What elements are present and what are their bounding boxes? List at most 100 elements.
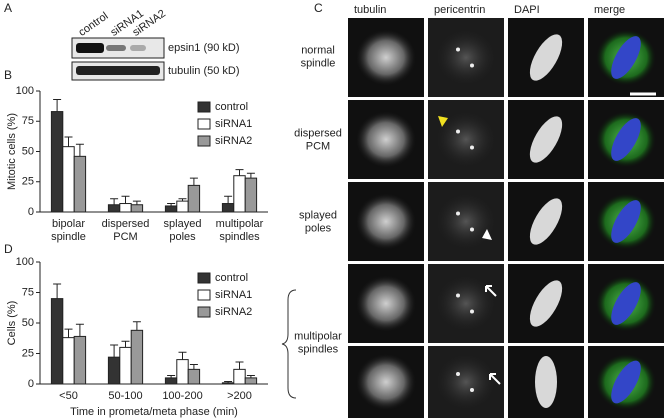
bar bbox=[73, 155, 87, 213]
cell-signal bbox=[356, 29, 416, 86]
error-bar bbox=[246, 172, 255, 179]
error-bar bbox=[75, 323, 84, 337]
error-bar bbox=[178, 198, 187, 202]
error-bar bbox=[189, 363, 198, 370]
dna bbox=[611, 36, 641, 79]
bar bbox=[50, 298, 64, 385]
error-bar bbox=[235, 361, 244, 370]
band-label: tubulin (50 kD) bbox=[168, 65, 240, 77]
legend-swatch bbox=[197, 306, 211, 318]
error-bar bbox=[224, 381, 233, 383]
x-axis-label: Time in prometa/meta phase (min) bbox=[70, 406, 238, 418]
x-tick-label: 100-200 bbox=[162, 390, 202, 402]
arrow bbox=[489, 373, 501, 385]
centrosome bbox=[470, 227, 474, 232]
legend-label: siRNA1 bbox=[215, 118, 252, 130]
lane-label: control bbox=[77, 10, 111, 39]
panel-label: B bbox=[4, 68, 12, 82]
error-bar bbox=[110, 344, 119, 358]
dna bbox=[535, 356, 557, 408]
y-tick-label: 25 bbox=[22, 347, 34, 359]
error-bar bbox=[167, 203, 176, 206]
x-tick-label: bipolar spindle bbox=[51, 218, 86, 243]
legend-swatch bbox=[197, 118, 211, 130]
error-bar bbox=[178, 351, 187, 360]
bar bbox=[164, 377, 178, 385]
bar bbox=[119, 346, 132, 385]
x-tick-label: splayed poles bbox=[164, 218, 202, 243]
error-bar bbox=[75, 143, 84, 157]
dna bbox=[529, 198, 563, 245]
cell-signal bbox=[436, 354, 496, 410]
error-bar bbox=[246, 374, 255, 378]
bar bbox=[221, 382, 235, 385]
blot-band bbox=[76, 43, 104, 53]
bar bbox=[62, 146, 75, 213]
bar bbox=[119, 203, 132, 213]
error-bar bbox=[64, 136, 73, 147]
centrosome bbox=[456, 211, 460, 216]
error-bar bbox=[64, 328, 73, 338]
centrosome bbox=[470, 145, 474, 150]
row-label: splayed poles bbox=[299, 209, 337, 234]
dna bbox=[529, 116, 563, 163]
blot-band bbox=[76, 66, 160, 75]
dna bbox=[529, 280, 563, 327]
bar bbox=[164, 205, 178, 213]
y-tick-label: 100 bbox=[16, 256, 34, 268]
bar bbox=[244, 177, 258, 213]
centrosome bbox=[470, 63, 474, 68]
bar bbox=[176, 359, 189, 385]
bar bbox=[107, 204, 121, 213]
band-label: epsin1 (90 kD) bbox=[168, 42, 240, 54]
bar bbox=[187, 368, 201, 385]
panel-label: A bbox=[4, 1, 12, 15]
legend-swatch bbox=[197, 135, 211, 147]
legend-label: control bbox=[215, 272, 248, 284]
bar bbox=[187, 184, 201, 213]
bar bbox=[130, 329, 144, 385]
x-tick-label: >200 bbox=[227, 390, 252, 402]
centrosome bbox=[470, 309, 474, 314]
y-tick-label: 100 bbox=[16, 85, 34, 97]
bar bbox=[107, 356, 121, 385]
blot-band bbox=[106, 45, 126, 51]
microscopy-panel: tubulin pericentrin DAPI merge normal spindle… bbox=[294, 4, 664, 418]
error-bar bbox=[132, 321, 141, 331]
arrow bbox=[485, 285, 497, 297]
dna bbox=[611, 282, 641, 325]
error-bar bbox=[121, 195, 130, 204]
dna bbox=[611, 200, 641, 243]
bracket bbox=[281, 289, 297, 399]
legend-label: control bbox=[215, 101, 248, 113]
error-bar bbox=[53, 283, 62, 299]
centrosome bbox=[456, 293, 460, 298]
dna bbox=[529, 34, 563, 81]
column-label: tubulin bbox=[354, 4, 386, 16]
cell-signal bbox=[356, 111, 416, 168]
x-tick-label: 50-100 bbox=[108, 390, 142, 402]
y-axis-label: Mitotic cells (%) bbox=[6, 113, 18, 190]
bar bbox=[62, 337, 75, 385]
cell-signal bbox=[356, 275, 416, 332]
centrosome bbox=[456, 47, 460, 52]
y-tick-label: 75 bbox=[22, 115, 34, 127]
x-tick-label: multipolar spindles bbox=[216, 218, 264, 243]
cell-signal bbox=[356, 193, 416, 250]
row-label: dispersed PCM bbox=[294, 127, 342, 152]
centrosome bbox=[456, 129, 460, 134]
bar bbox=[130, 204, 144, 213]
y-tick-label: 0 bbox=[28, 206, 34, 218]
y-tick-label: 75 bbox=[22, 286, 34, 298]
error-bar bbox=[189, 177, 198, 186]
centrosome bbox=[456, 372, 460, 376]
error-bar bbox=[110, 198, 119, 205]
y-tick-label: 50 bbox=[22, 145, 34, 157]
dna bbox=[611, 118, 641, 161]
bar bbox=[233, 368, 246, 385]
cell-signal bbox=[356, 354, 416, 410]
bar bbox=[50, 111, 64, 213]
arrowhead bbox=[482, 229, 492, 240]
bar bbox=[176, 200, 189, 213]
